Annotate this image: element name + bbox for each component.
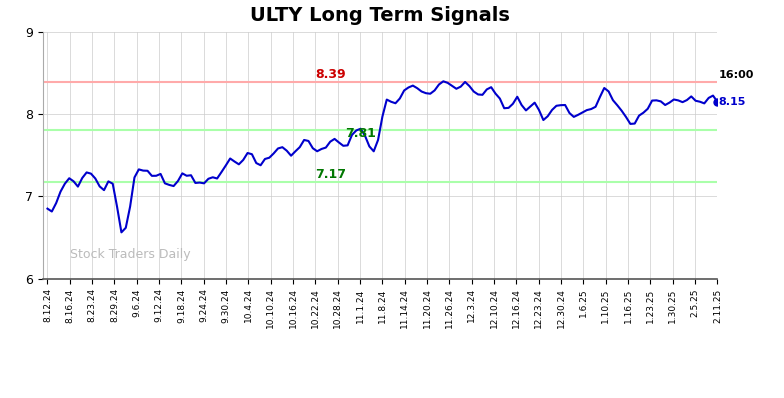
Text: 7.17: 7.17: [314, 168, 346, 181]
Title: ULTY Long Term Signals: ULTY Long Term Signals: [250, 6, 510, 25]
Text: 7.81: 7.81: [345, 127, 376, 140]
Point: [711, 99, 724, 105]
Text: 16:00: 16:00: [719, 70, 754, 80]
Text: Stock Traders Daily: Stock Traders Daily: [70, 248, 191, 261]
Text: 8.15: 8.15: [719, 97, 746, 107]
Text: 8.39: 8.39: [315, 68, 346, 81]
